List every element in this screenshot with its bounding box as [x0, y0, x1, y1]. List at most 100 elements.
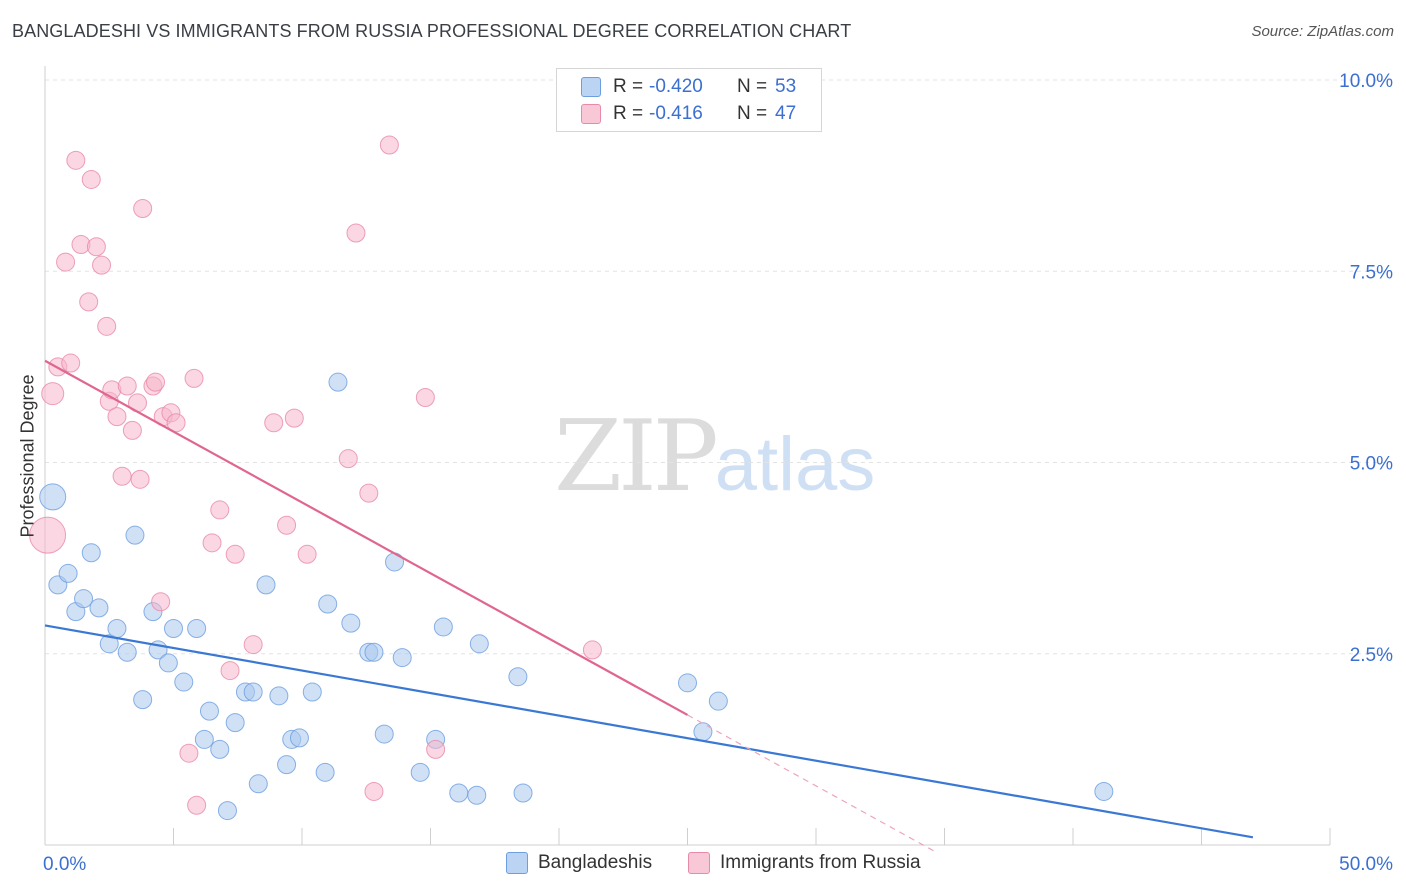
watermark: ZIPatlas: [554, 400, 875, 514]
bangladeshis-point: [164, 619, 183, 639]
russia-point: [41, 382, 65, 406]
bangladeshis-point: [374, 724, 394, 744]
x-tick-label: 50.0%: [1339, 854, 1393, 875]
russia-point: [97, 316, 117, 336]
bangladeshis-point: [341, 613, 361, 633]
russia-trend-line: [44, 359, 689, 716]
russia-point: [415, 387, 435, 407]
legend-r-value: -0.416: [649, 103, 703, 124]
bangladeshis-point: [289, 728, 309, 748]
russia-point: [225, 544, 245, 564]
bangladeshis-point: [318, 594, 338, 614]
russia-point: [166, 413, 186, 433]
russia-point: [133, 199, 153, 219]
russia-point: [179, 743, 199, 763]
bangladeshis-point: [467, 785, 487, 805]
bangladeshis-point: [210, 739, 230, 759]
russia-point: [122, 420, 142, 440]
bangladeshis-point: [277, 755, 297, 775]
legend-r-label: R =: [613, 76, 644, 97]
bangladeshis-point: [158, 653, 178, 673]
legend-r-label: R =: [613, 103, 644, 124]
bangladeshis-point: [364, 642, 384, 662]
russia-point: [184, 368, 204, 388]
russia-point: [66, 150, 86, 170]
russia-point: [146, 372, 166, 392]
bangladeshis-point: [328, 372, 348, 392]
russia-point: [379, 135, 399, 155]
bangladeshis-swatch: [506, 852, 528, 874]
russia-point: [359, 483, 379, 503]
bangladeshis-point: [508, 667, 528, 687]
bangladeshis-point: [385, 552, 405, 572]
russia-point: [107, 407, 127, 427]
russia-point: [243, 635, 263, 655]
bangladeshis-point: [133, 690, 153, 710]
russia-point: [81, 169, 101, 189]
bangladeshis-trend-line: [44, 624, 1254, 839]
watermark-atlas: atlas: [714, 422, 876, 507]
russia-point: [202, 533, 222, 553]
bangladeshis-point: [513, 783, 533, 803]
bangladeshis-point: [194, 729, 214, 749]
bangladeshis-point: [39, 483, 67, 511]
russia-point: [79, 292, 99, 312]
legend-item-label: Bangladeshis: [538, 852, 653, 873]
bangladeshis-point: [107, 619, 127, 639]
bangladeshis-point: [187, 619, 207, 639]
chart-title: BANGLADESHI VS IMMIGRANTS FROM RUSSIA PR…: [12, 21, 852, 41]
correlation-legend: R = -0.420 N = 53 R = -0.416 N = 47: [556, 68, 822, 132]
russia-point: [117, 376, 137, 396]
bangladeshis-point: [315, 762, 335, 782]
y-tick-label: 5.0%: [1350, 454, 1393, 475]
bangladeshis-point: [433, 617, 453, 637]
bangladeshis-point: [678, 673, 697, 693]
y-tick-label: 2.5%: [1350, 645, 1393, 666]
russia-point: [29, 516, 67, 554]
y-axis-label: Professional Degree: [17, 374, 38, 538]
legend-item-russia: Immigrants from Russia: [688, 852, 921, 874]
russia-point: [426, 739, 446, 759]
russia-point: [338, 449, 358, 469]
bangladeshis-point: [410, 762, 430, 782]
russia-swatch: [581, 104, 601, 124]
bangladeshis-point: [174, 672, 194, 692]
bangladeshis-point: [199, 701, 219, 721]
watermark-zip: ZIP: [554, 400, 719, 514]
legend-row-russia: R = -0.416 N = 47: [581, 102, 796, 126]
bangladeshis-point: [243, 682, 263, 702]
russia-point: [364, 781, 384, 801]
russia-point: [297, 544, 317, 564]
bangladeshis-swatch: [581, 77, 601, 97]
bangladeshis-point: [117, 642, 137, 662]
bangladeshis-point: [81, 543, 101, 563]
russia-point: [92, 255, 112, 275]
russia-point: [187, 795, 207, 815]
bangladeshis-point: [302, 682, 322, 702]
russia-point: [151, 592, 171, 612]
russia-point: [112, 466, 132, 486]
russia-point: [284, 408, 304, 428]
bangladeshis-point: [74, 589, 94, 609]
bangladeshis-point: [708, 691, 728, 711]
legend-r-value: -0.420: [649, 76, 703, 97]
bangladeshis-point: [392, 648, 412, 668]
legend-item-bangladeshis: Bangladeshis: [506, 852, 652, 874]
legend-n-value: 47: [775, 103, 797, 124]
bangladeshis-point: [1094, 781, 1114, 801]
bangladeshis-point: [256, 575, 276, 595]
bangladeshis-point: [225, 713, 245, 733]
bangladeshis-point: [89, 598, 109, 618]
legend-row-bangladeshis: R = -0.420 N = 53: [581, 75, 796, 99]
bangladeshis-point: [99, 634, 119, 654]
russia-swatch: [688, 852, 710, 874]
legend-n-value: 53: [775, 76, 797, 97]
russia-point: [264, 413, 284, 433]
bangladeshis-point: [269, 686, 289, 706]
russia-point: [86, 237, 106, 257]
legend-n-label: N =: [737, 76, 768, 97]
y-tick-label: 7.5%: [1350, 262, 1393, 283]
russia-trend-extension: [687, 714, 935, 852]
russia-point: [346, 223, 366, 243]
